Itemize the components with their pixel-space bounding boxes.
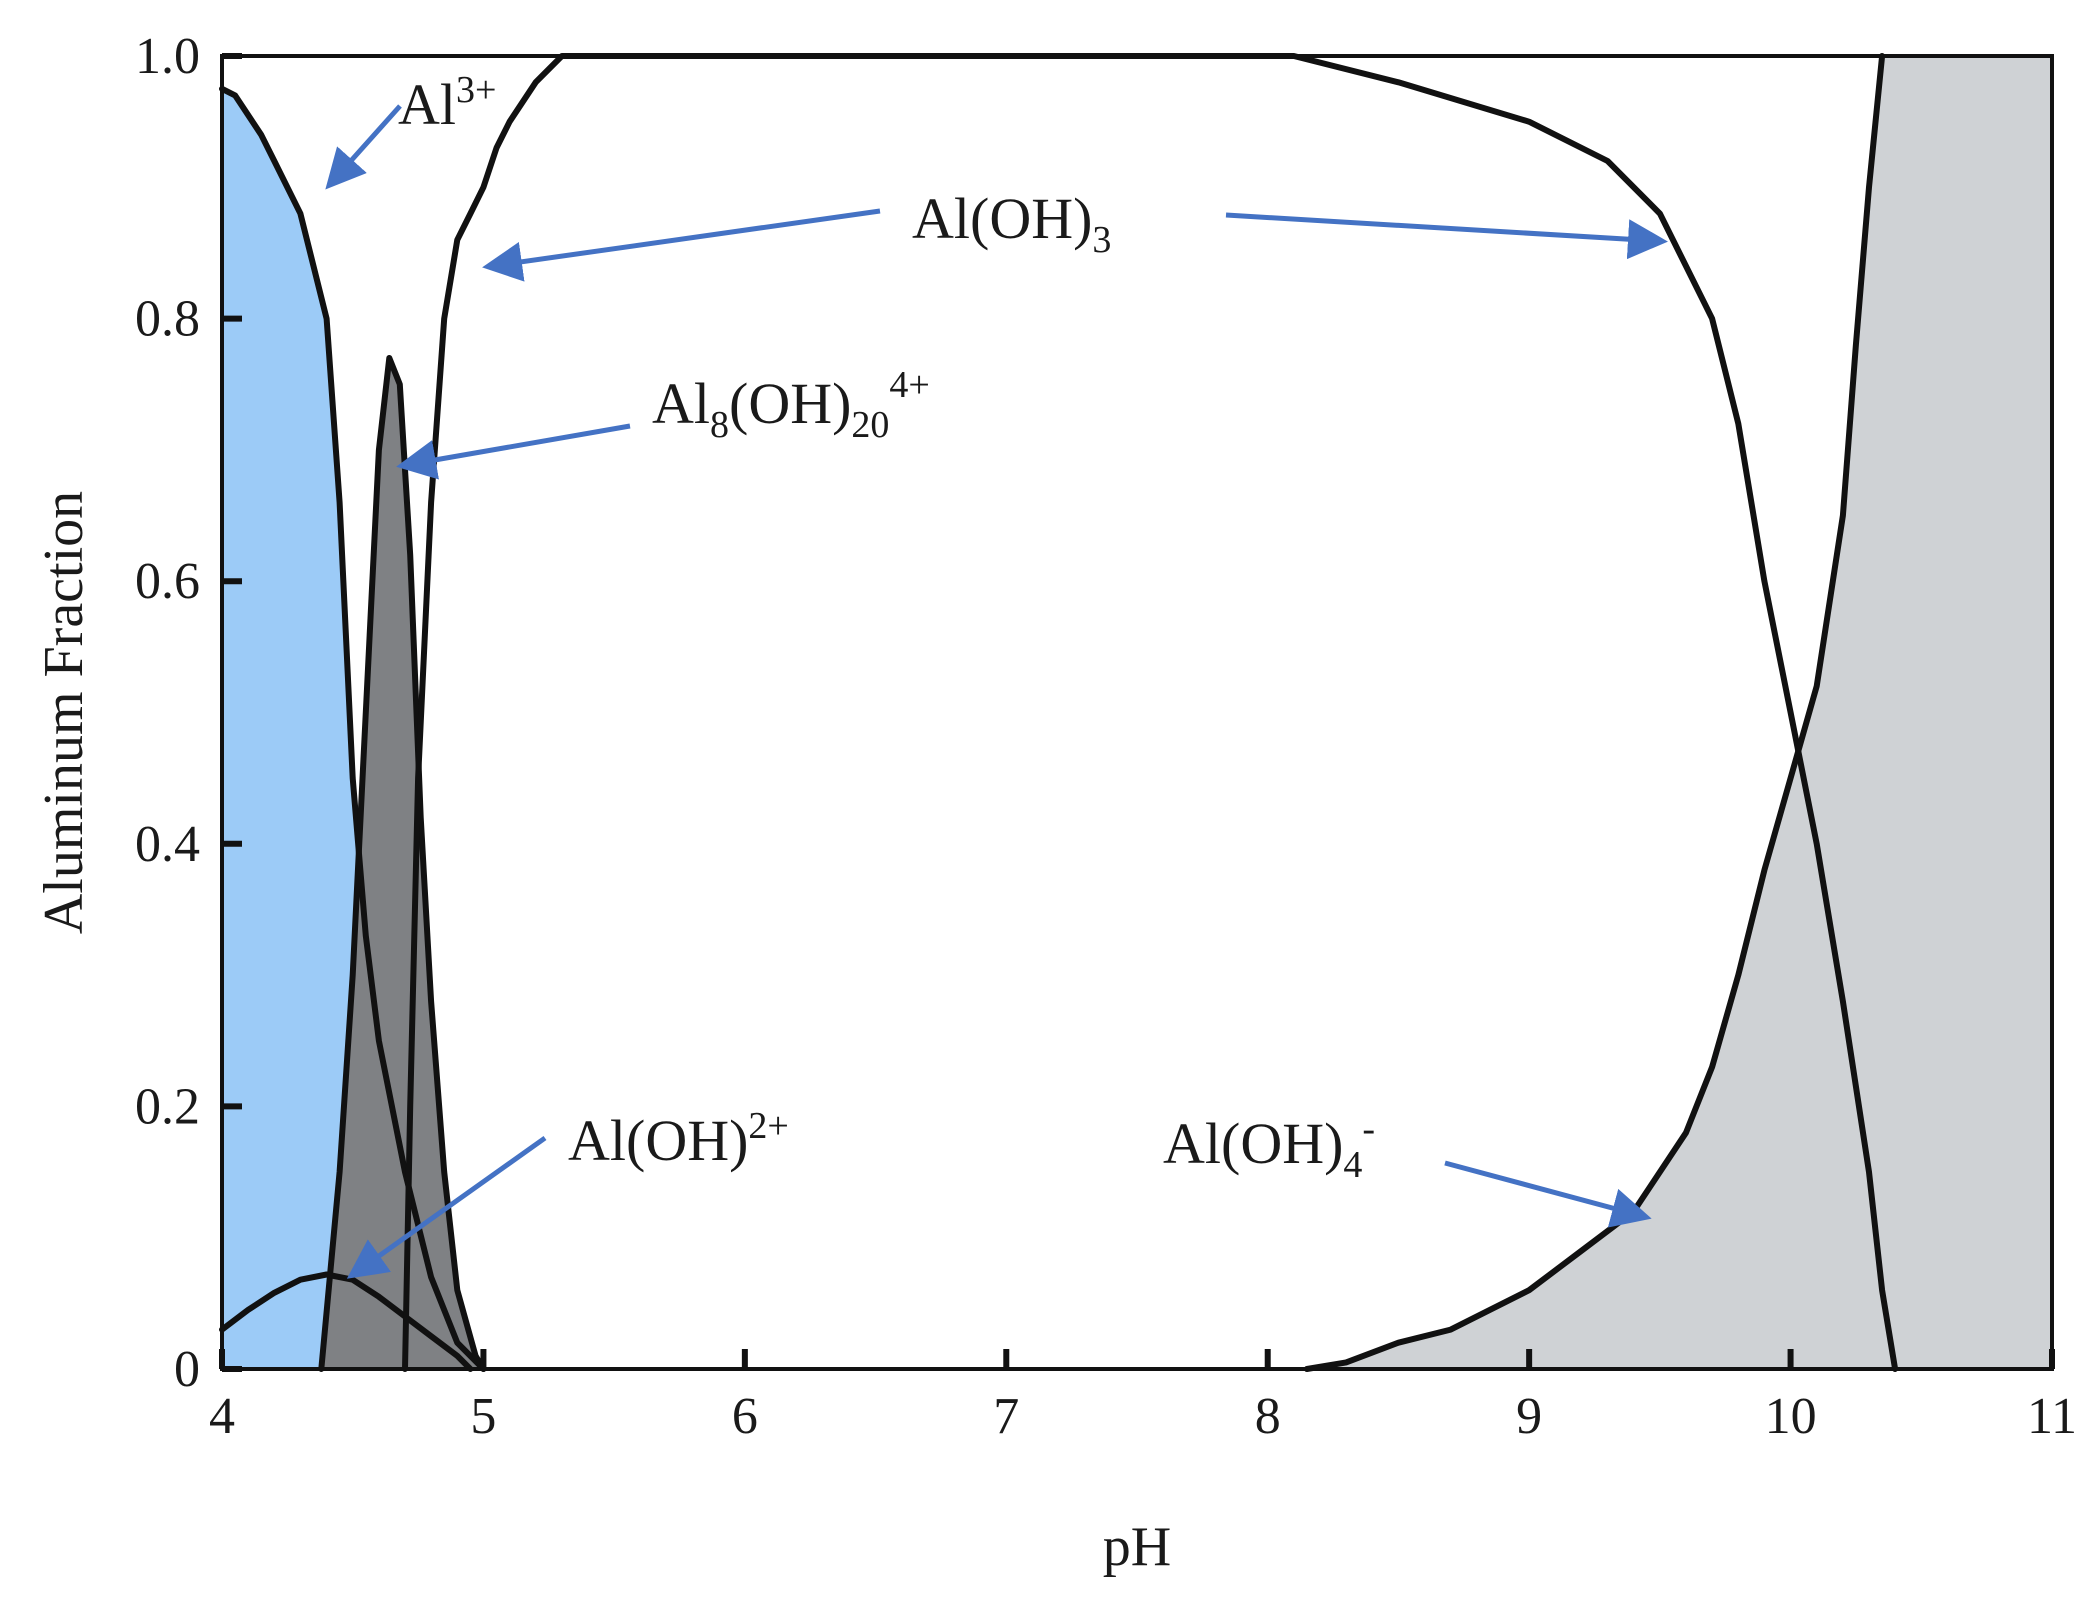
y-tick-label: 0.8 bbox=[135, 291, 200, 348]
series-fills bbox=[222, 56, 2052, 1369]
label-al-oh-3: Al(OH)3 bbox=[912, 186, 1111, 261]
series-0-area bbox=[222, 88, 484, 1369]
arrow-al-oh-3-right bbox=[1225, 212, 1668, 260]
x-tick-label: 8 bbox=[1255, 1388, 1281, 1445]
y-tick-label: 0.2 bbox=[135, 1078, 200, 1135]
x-tick-label: 7 bbox=[993, 1388, 1019, 1445]
x-tick-label: 10 bbox=[1765, 1388, 1817, 1445]
series-4-area bbox=[1306, 56, 2052, 1369]
series-4-line bbox=[1303, 53, 1886, 1372]
y-axis-title: Aluminum Fraction bbox=[33, 491, 95, 934]
arrow-al3 bbox=[325, 104, 402, 190]
x-tick-label: 5 bbox=[470, 1388, 496, 1445]
x-tick-label: 9 bbox=[1516, 1388, 1542, 1445]
x-tick-label: 11 bbox=[2027, 1388, 2077, 1445]
arrow-al-oh-2plus bbox=[346, 1135, 547, 1279]
y-tick-label: 0.4 bbox=[135, 816, 200, 873]
label-al3: Al3+ bbox=[398, 69, 496, 137]
x-tick-label: 6 bbox=[732, 1388, 758, 1445]
x-axis-title: pH bbox=[1103, 1516, 1171, 1578]
annotations: Al3+ Al(OH)3 Al8(OH)204+ Al(OH)2+ Al(OH)… bbox=[325, 69, 1668, 1279]
arrow-al-oh-3-left bbox=[482, 208, 881, 282]
series-3-line bbox=[402, 53, 1899, 1372]
series-0-line bbox=[219, 85, 487, 1372]
x-tick-label: 4 bbox=[209, 1388, 235, 1445]
series-curves bbox=[219, 53, 1899, 1372]
x-axis-ticks: 4 5 6 7 8 9 10 11 bbox=[209, 1349, 2077, 1445]
label-al-oh-4: Al(OH)4- bbox=[1163, 1108, 1375, 1186]
arrow-al-oh-4 bbox=[1444, 1160, 1652, 1228]
arrow-al8-oh-20 bbox=[396, 423, 631, 480]
y-tick-label: 1.0 bbox=[135, 28, 200, 85]
y-tick-label: 0 bbox=[174, 1341, 200, 1398]
series-1-area bbox=[321, 358, 484, 1369]
label-al8-oh-20: Al8(OH)204+ bbox=[652, 364, 930, 446]
y-tick-label: 0.6 bbox=[135, 553, 200, 610]
series-2-line bbox=[219, 1271, 474, 1372]
y-axis-ticks: 0 0.2 0.4 0.6 0.8 1.0 bbox=[135, 28, 242, 1398]
plot-frame bbox=[220, 54, 2054, 1371]
label-al-oh-2plus: Al(OH)2+ bbox=[568, 1105, 789, 1173]
